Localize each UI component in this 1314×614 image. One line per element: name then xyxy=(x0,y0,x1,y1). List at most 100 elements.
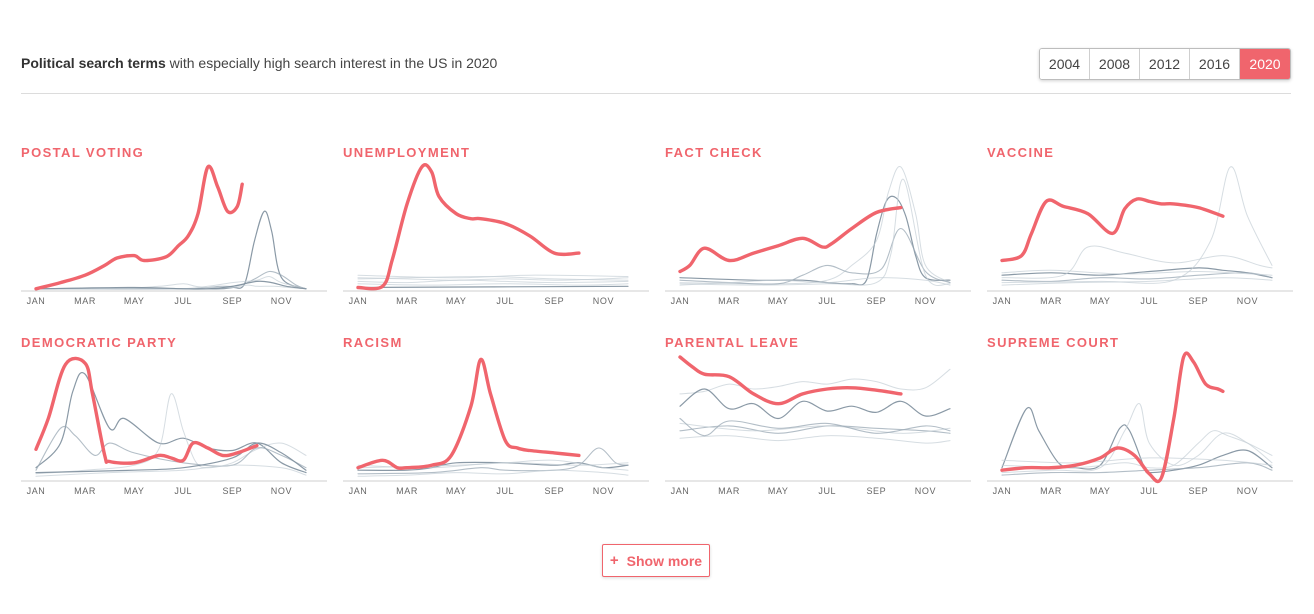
year-button-2016[interactable]: 2016 xyxy=(1190,49,1240,79)
highlight-series-line xyxy=(356,163,581,291)
x-tick-label: JUL xyxy=(818,296,836,306)
x-tick-label: JUL xyxy=(496,486,514,496)
x-tick-label: NOV xyxy=(271,486,292,496)
context-series-line-2 xyxy=(357,277,629,281)
chart-title: VACCINE xyxy=(987,145,1055,160)
x-tick-label: SEP xyxy=(866,486,886,496)
context-series-line-5 xyxy=(35,280,307,290)
chart-panel-unemployment: UNEMPLOYMENT JAN MAR MAY JUL SEP NOV xyxy=(343,145,649,306)
context-series-line-6 xyxy=(357,274,629,279)
chart-svg-vaccine: JAN MAR MAY JUL SEP NOV xyxy=(987,166,1293,306)
x-tick-label: NOV xyxy=(915,296,936,306)
x-tick-label: SEP xyxy=(544,296,564,306)
x-tick-label: MAR xyxy=(396,296,418,306)
x-tick-label: NOV xyxy=(1237,296,1258,306)
page-title: Political search terms with especially h… xyxy=(21,55,497,71)
context-series-line-6 xyxy=(1001,269,1273,276)
highlight-series-line xyxy=(34,164,244,291)
context-series-line-5 xyxy=(1001,457,1273,466)
year-button-2012[interactable]: 2012 xyxy=(1140,49,1190,79)
x-tick-label: MAR xyxy=(396,486,418,496)
x-tick-label: MAY xyxy=(446,486,467,496)
chart-title: DEMOCRATIC PARTY xyxy=(21,335,178,350)
page-title-bold: Political search terms xyxy=(21,55,166,71)
x-tick-label: JAN xyxy=(349,296,368,306)
x-tick-label: MAR xyxy=(718,296,740,306)
chart-svg-unemployment: JAN MAR MAY JUL SEP NOV xyxy=(343,163,649,306)
x-tick-label: NOV xyxy=(915,486,936,496)
year-button-2020[interactable]: 2020 xyxy=(1240,49,1290,79)
page-title-rest: with especially high search interest in … xyxy=(169,55,498,71)
chart-title: FACT CHECK xyxy=(665,145,763,160)
x-tick-label: JUL xyxy=(1140,296,1158,306)
x-tick-label: SEP xyxy=(1188,486,1208,496)
context-series-line-4 xyxy=(1001,166,1273,284)
x-tick-label: MAY xyxy=(1090,486,1111,496)
x-tick-label: MAY xyxy=(124,486,145,496)
chart-svg-parental-leave: JAN MAR MAY JUL SEP NOV xyxy=(665,355,971,496)
context-series-line-2 xyxy=(35,393,307,475)
context-series-line-3 xyxy=(679,227,951,285)
x-tick-label: MAY xyxy=(446,296,467,306)
chart-panel-parental-leave: PARENTAL LEAVE JAN MAR MAY JUL SEP NOV xyxy=(665,335,971,496)
chart-svg-supreme-court: JAN MAR MAY JUL SEP NOV xyxy=(987,351,1293,496)
context-series-line-4 xyxy=(679,178,951,287)
context-series-line-2 xyxy=(1001,403,1273,474)
x-tick-label: NOV xyxy=(593,486,614,496)
highlight-series-line xyxy=(678,355,903,406)
context-series-line-5 xyxy=(35,442,307,474)
context-series-line-3 xyxy=(679,425,951,434)
x-tick-label: JUL xyxy=(818,486,836,496)
chart-svg-postal-voting: JAN MAR MAY JUL SEP NOV xyxy=(21,164,327,306)
x-tick-label: JAN xyxy=(671,486,690,496)
chart-panel-vaccine: VACCINE JAN MAR MAY JUL SEP NOV xyxy=(987,145,1293,306)
highlight-series-line xyxy=(1000,351,1225,484)
chart-panel-postal-voting: POSTAL VOTING JAN MAR MAY JUL SEP NOV xyxy=(21,145,327,306)
context-series-line-4 xyxy=(357,283,629,286)
show-more-button[interactable]: + Show more xyxy=(602,544,710,577)
context-series-line-1 xyxy=(357,285,629,289)
year-button-2004[interactable]: 2004 xyxy=(1040,49,1090,79)
context-series-line-3 xyxy=(35,275,307,290)
highlight-series-line xyxy=(678,205,903,274)
context-series-line-6 xyxy=(679,417,951,437)
show-more-label: Show more xyxy=(626,552,703,569)
x-tick-label: JUL xyxy=(174,486,192,496)
x-tick-label: NOV xyxy=(271,296,292,306)
chart-title: PARENTAL LEAVE xyxy=(665,335,800,350)
context-series-line-5 xyxy=(1001,277,1273,286)
chart-panel-fact-check: FACT CHECK JAN MAR MAY JUL SEP NOV xyxy=(665,145,971,306)
x-tick-label: JUL xyxy=(496,296,514,306)
context-series-line-3 xyxy=(1001,245,1273,279)
chart-panel-supreme-court: SUPREME COURT JAN MAR MAY JUL SEP NOV xyxy=(987,335,1293,496)
context-series-line-3 xyxy=(357,279,629,284)
chart-svg-fact-check: JAN MAR MAY JUL SEP NOV xyxy=(665,165,971,306)
context-series-line-3 xyxy=(1001,430,1273,469)
context-series-line-2 xyxy=(1001,272,1273,283)
chart-title: UNEMPLOYMENT xyxy=(343,145,471,160)
x-tick-label: MAR xyxy=(1040,486,1062,496)
chart-svg-democratic-party: JAN MAR MAY JUL SEP NOV xyxy=(21,356,327,496)
x-tick-label: JAN xyxy=(993,486,1012,496)
year-button-2008[interactable]: 2008 xyxy=(1090,49,1140,79)
context-series-line-1 xyxy=(1001,406,1273,474)
x-tick-label: SEP xyxy=(544,486,564,496)
x-tick-label: MAY xyxy=(124,296,145,306)
context-series-line-1 xyxy=(679,195,951,286)
x-tick-label: MAR xyxy=(74,296,96,306)
chart-title: RACISM xyxy=(343,335,403,350)
chart-svg-racism: JAN MAR MAY JUL SEP NOV xyxy=(343,357,649,496)
x-tick-label: SEP xyxy=(866,296,886,306)
context-series-line-5 xyxy=(357,276,629,281)
x-tick-label: MAR xyxy=(1040,296,1062,306)
chart-title: POSTAL VOTING xyxy=(21,145,145,160)
year-selector: 2004 2008 2012 2016 2020 xyxy=(1039,48,1291,80)
x-tick-label: JAN xyxy=(349,486,368,496)
context-series-line-1 xyxy=(679,368,951,395)
highlight-series-line xyxy=(1000,197,1225,263)
x-tick-label: NOV xyxy=(593,296,614,306)
x-tick-label: NOV xyxy=(1237,486,1258,496)
x-tick-label: SEP xyxy=(1188,296,1208,306)
x-tick-label: MAR xyxy=(718,486,740,496)
chart-panel-racism: RACISM JAN MAR MAY JUL SEP NOV xyxy=(343,335,649,496)
